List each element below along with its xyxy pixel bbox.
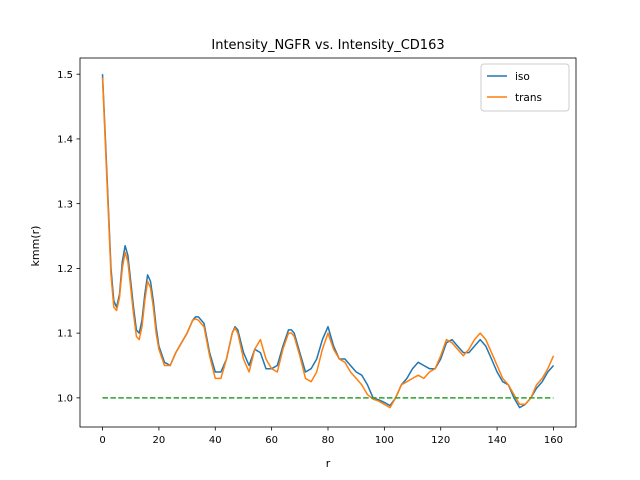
chart-title: Intensity_NGFR vs. Intensity_CD163 (211, 38, 444, 53)
x-tick-label: 40 (209, 435, 222, 446)
x-tick-label: 100 (375, 435, 394, 446)
y-axis-label: kmm(r) (29, 226, 42, 267)
x-axis-label: r (326, 457, 331, 470)
y-tick-label: 1.5 (57, 70, 73, 81)
x-tick-label: 60 (265, 435, 278, 446)
x-tick-label: 20 (153, 435, 166, 446)
y-tick-label: 1.4 (57, 135, 73, 146)
y-tick-label: 1.0 (57, 393, 73, 404)
x-tick-label: 80 (322, 435, 335, 446)
series-line-trans (101, 77, 555, 409)
y-tick-label: 1.3 (57, 199, 73, 210)
plot-area: 0 20 40 60 80 100 120 140 160 1.0 1.1 1.2 1.3 1.4 1.5 (57, 57, 577, 446)
legend-label-trans: trans (515, 92, 542, 104)
x-tick-label: 0 (99, 435, 105, 446)
legend: iso trans (480, 63, 570, 112)
x-tick-label: 160 (544, 435, 563, 446)
legend-label-iso: iso (515, 71, 530, 83)
y-tick-label: 1.2 (57, 264, 73, 275)
x-tick-label: 120 (431, 435, 450, 446)
y-tick-label: 1.1 (57, 329, 73, 340)
x-tick-label: 140 (488, 435, 507, 446)
